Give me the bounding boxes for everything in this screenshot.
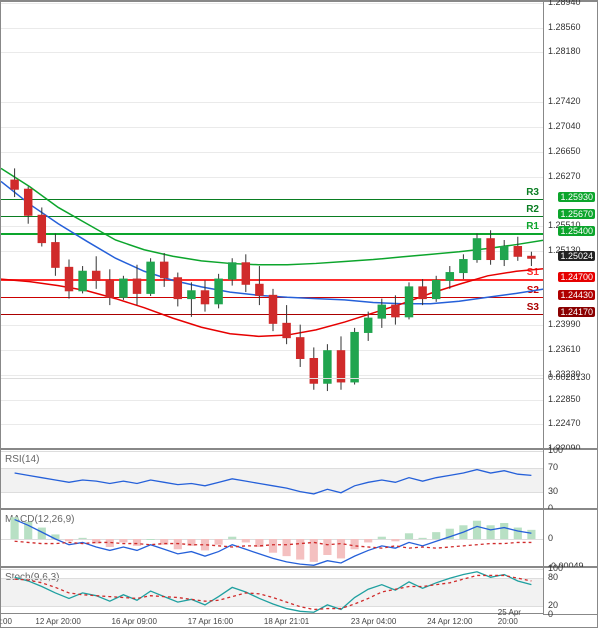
x-tick: 17 Apr 16:00 xyxy=(188,617,233,626)
price-ytick: 1.27420 xyxy=(548,96,581,106)
macd-plot[interactable]: MACD(12,26,9) xyxy=(1,511,543,565)
rsi-plot[interactable]: RSI(14) xyxy=(1,451,543,507)
rsi-panel: RSI(14) 10070300 xyxy=(1,449,597,509)
rsi-yaxis: 10070300 xyxy=(543,450,597,508)
level-value-S2: 1.24430 xyxy=(558,290,595,300)
level-value-R3: 1.25930 xyxy=(558,192,595,202)
x-tick: 12 Apr 20:00 xyxy=(35,617,80,626)
x-tick: 18 Apr 21:01 xyxy=(264,617,309,626)
current-price-tag: 1.25024 xyxy=(558,251,595,261)
x-tick: 23 Apr 04:00 xyxy=(351,617,396,626)
macd-yaxis: 0.00281300-0.00049 xyxy=(543,510,597,566)
price-ytick: 1.26270 xyxy=(548,171,581,181)
x-tick: 24 Apr 12:00 xyxy=(427,617,472,626)
price-panel: R3R2R1S1S2S3 1.28940 1.28560 1.28180 1.2742… xyxy=(1,1,597,449)
x-tick: 12:00 xyxy=(0,617,12,626)
price-ytick: 1.23610 xyxy=(548,344,581,354)
level-value-R2: 1.25670 xyxy=(558,209,595,219)
x-tick: 25 Apr 20:00 xyxy=(498,608,543,626)
price-plot[interactable]: R3R2R1S1S2S3 xyxy=(1,3,543,447)
price-ytick: 1.26650 xyxy=(548,146,581,156)
x-axis: 12:00 12 Apr 20:00 16 Apr 09:00 17 Apr 16:0… xyxy=(1,613,543,627)
macd-panel: MACD(12,26,9) 0.00281300-0.00049 xyxy=(1,509,597,567)
level-value-S1: 1.24700 xyxy=(558,272,595,282)
price-ytick: 1.22470 xyxy=(548,418,581,428)
level-value-S3: 1.24170 xyxy=(558,307,595,317)
price-ytick: 1.28560 xyxy=(548,22,581,32)
price-ytick: 1.23990 xyxy=(548,319,581,329)
level-value-R1: 1.25400 xyxy=(558,226,595,236)
price-ytick: 1.28940 xyxy=(548,0,581,7)
price-ytick: 1.28180 xyxy=(548,46,581,56)
price-ytick: 1.27040 xyxy=(548,121,581,131)
x-tick: 16 Apr 09:00 xyxy=(112,617,157,626)
stoch-yaxis: 10080200 xyxy=(543,568,597,614)
chart-root: R3R2R1S1S2S3 1.28940 1.28560 1.28180 1.2742… xyxy=(0,0,598,628)
stoch-plot[interactable]: Stoch(9,6,3) xyxy=(1,569,543,613)
price-ytick: 1.22850 xyxy=(548,394,581,404)
